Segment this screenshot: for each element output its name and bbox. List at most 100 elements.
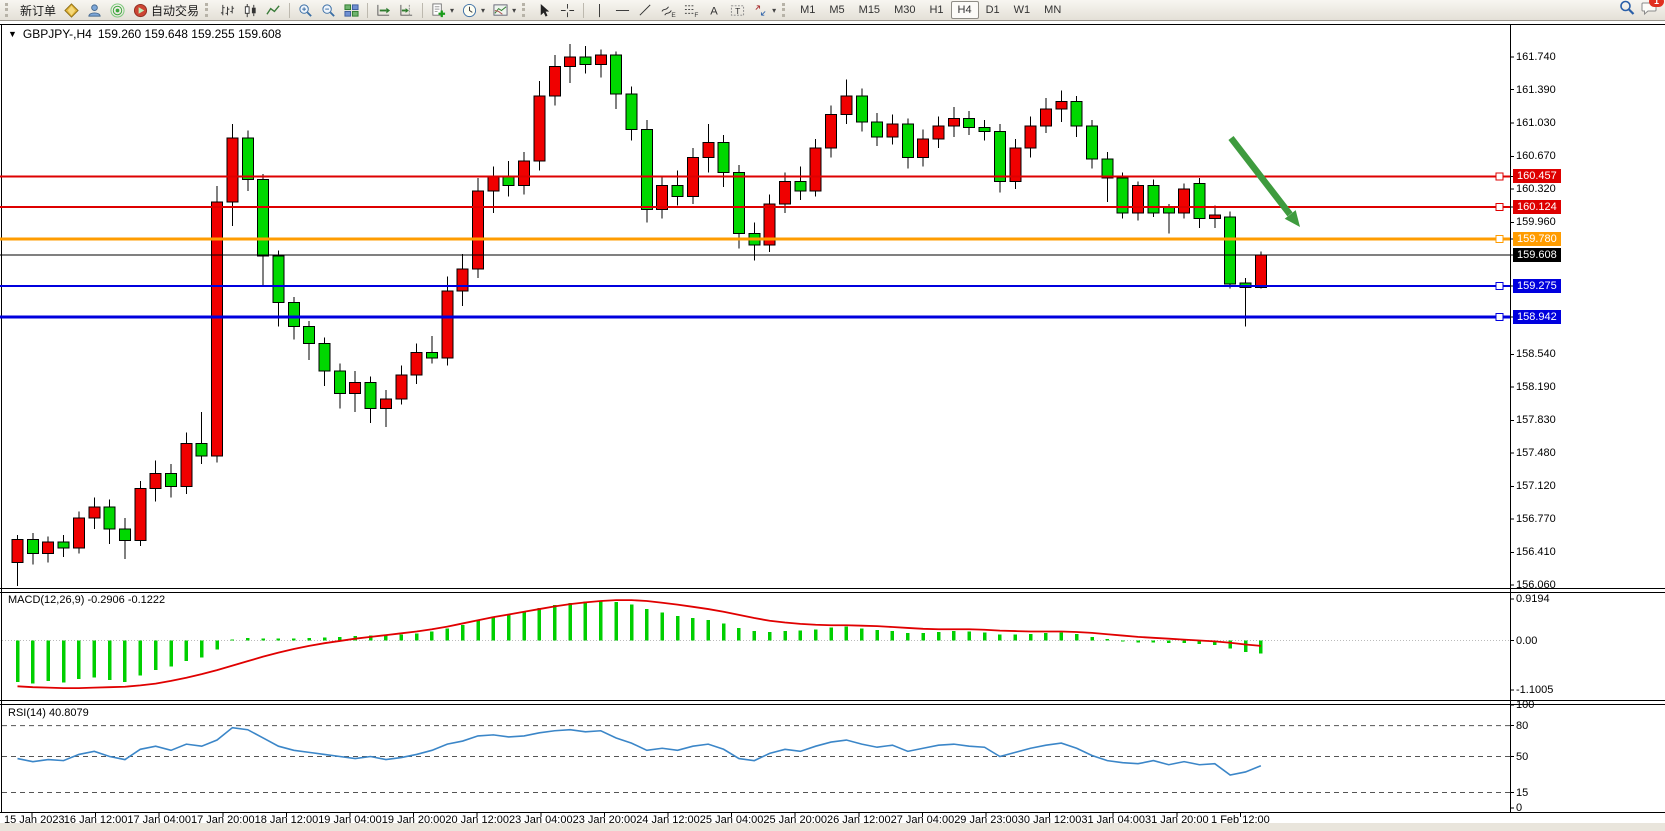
candlestick: [993, 130, 1006, 183]
tile-windows-button[interactable]: [340, 0, 363, 20]
arrows-tool-button[interactable]: ▾: [749, 0, 780, 20]
timeframe-M30-button[interactable]: M30: [894, 4, 916, 16]
timeframe-M1-button[interactable]: M1: [800, 4, 816, 16]
candlestick: [1024, 125, 1037, 149]
candlestick: [195, 443, 208, 457]
equidistant-channel-icon: E: [661, 3, 676, 18]
macd-histogram-bar: [1259, 640, 1263, 654]
timeframe-MN-button[interactable]: MN: [1044, 4, 1062, 16]
candlestick: [303, 326, 316, 344]
chat-button[interactable]: 1: [1641, 0, 1664, 21]
timeframe-H1-button[interactable]: H1: [929, 4, 944, 16]
equidistant-channel-tool-button[interactable]: E: [657, 0, 680, 20]
macd-histogram-bar: [890, 631, 895, 641]
candlestick: [717, 142, 730, 173]
macd-histogram-bar: [1120, 640, 1125, 642]
cursor-tool-button[interactable]: [533, 0, 556, 20]
macd-histogram-bar: [921, 632, 925, 641]
hline-handle-158.942[interactable]: [1495, 313, 1504, 322]
candlestick: [702, 142, 715, 158]
timeframe-D1-button[interactable]: D1: [985, 4, 1000, 16]
timeframe-W1-button[interactable]: W1: [1013, 4, 1031, 16]
crosshair-tool-button[interactable]: [556, 0, 579, 20]
candlestick: [947, 117, 960, 127]
signals-button[interactable]: [83, 0, 106, 20]
hline-handle-160.457[interactable]: [1495, 172, 1504, 181]
vertical-line-tool-button[interactable]: [588, 0, 611, 20]
price-badge-160.124: 160.124: [1513, 200, 1561, 215]
hline-handle-159.78[interactable]: [1495, 235, 1504, 244]
macd-histogram-bar: [829, 627, 833, 641]
search-icon[interactable]: [1619, 0, 1635, 21]
trend-arrow-head[interactable]: [1284, 210, 1300, 227]
macd-histogram-bar: [982, 632, 987, 641]
macd-axis-label: 0.00: [1516, 634, 1538, 647]
candlestick: [779, 181, 791, 205]
macd-histogram-bar: [184, 640, 189, 662]
text-tool-button[interactable]: A: [703, 0, 726, 20]
macd-histogram-bar: [1105, 639, 1110, 641]
line-chart-button[interactable]: [262, 0, 285, 20]
macd-histogram-bar: [460, 624, 465, 641]
candlestick-chart-button[interactable]: [239, 0, 262, 20]
macd-histogram-bar: [998, 634, 1002, 641]
periods-button[interactable]: ▾: [458, 0, 489, 20]
one-click-trading-toggle-icon[interactable]: ▼: [8, 29, 17, 39]
timeframe-M5-button[interactable]: M5: [829, 4, 845, 16]
price-axis-label: 157.120: [1516, 480, 1556, 493]
toolbar-grip[interactable]: [782, 3, 788, 17]
candlestick: [180, 443, 193, 487]
chart-shift-button[interactable]: [395, 0, 418, 20]
community-icon: [110, 2, 125, 18]
macd-histogram-bar: [491, 616, 496, 641]
fibonacci-tool-button[interactable]: F: [680, 0, 703, 20]
templates-button[interactable]: ▾: [489, 0, 520, 20]
macd-histogram-bar: [813, 629, 818, 641]
candlestick: [610, 54, 623, 95]
macd-histogram-bar: [967, 631, 971, 641]
macd-histogram-bar: [875, 630, 879, 641]
horizontal-line-tool-button[interactable]: [611, 0, 634, 20]
rsi-axis-label: 50: [1516, 750, 1529, 763]
timeframe-H4-button[interactable]: H4: [950, 1, 979, 19]
zoom-in-button[interactable]: [294, 0, 317, 20]
candlestick: [165, 472, 177, 487]
toolbar-grip[interactable]: [205, 3, 211, 17]
macd-histogram-bar: [46, 640, 50, 681]
macd-histogram-bar: [399, 634, 403, 641]
zoom-out-button[interactable]: [317, 0, 340, 20]
candlestick: [1224, 216, 1237, 285]
hline-handle-160.124[interactable]: [1495, 203, 1504, 212]
toolbar-grip[interactable]: [5, 3, 11, 17]
candlestick: [640, 129, 653, 210]
macd-histogram-bar: [553, 605, 557, 641]
auto-scroll-button[interactable]: [372, 0, 395, 20]
macd-histogram-bar: [645, 609, 649, 641]
candlestick: [226, 137, 239, 203]
macd-histogram-bar: [706, 619, 710, 641]
price-badge-159.275: 159.275: [1513, 279, 1561, 294]
autotrading-icon: [133, 3, 148, 18]
candlestick: [379, 398, 392, 409]
chart-canvas[interactable]: [0, 21, 1665, 831]
text-label-tool-button[interactable]: T: [726, 0, 749, 20]
candlestick: [1086, 125, 1098, 160]
hline-handle-159.275[interactable]: [1495, 282, 1504, 291]
new-order-button[interactable]: 新订单: [16, 0, 60, 20]
price-axis-label: 158.540: [1516, 348, 1556, 361]
timeframe-M15-button[interactable]: M15: [858, 4, 881, 16]
toolbar-separator: [367, 2, 369, 18]
candlestick: [871, 121, 884, 138]
community-button[interactable]: [106, 0, 129, 20]
trendline-tool-button[interactable]: [634, 0, 657, 20]
chat-notification-badge: 1: [1649, 0, 1664, 7]
bar-chart-button[interactable]: [216, 0, 239, 20]
market-button[interactable]: [60, 0, 83, 20]
trend-arrow-line[interactable]: [1228, 136, 1293, 217]
indicators-button[interactable]: ▾: [427, 0, 458, 20]
tile-windows-icon: [344, 3, 359, 18]
svg-text:A: A: [710, 5, 718, 17]
autotrading-button[interactable]: 自动交易: [129, 0, 203, 20]
toolbar-grip[interactable]: [522, 3, 528, 17]
candlestick: [1055, 101, 1068, 110]
